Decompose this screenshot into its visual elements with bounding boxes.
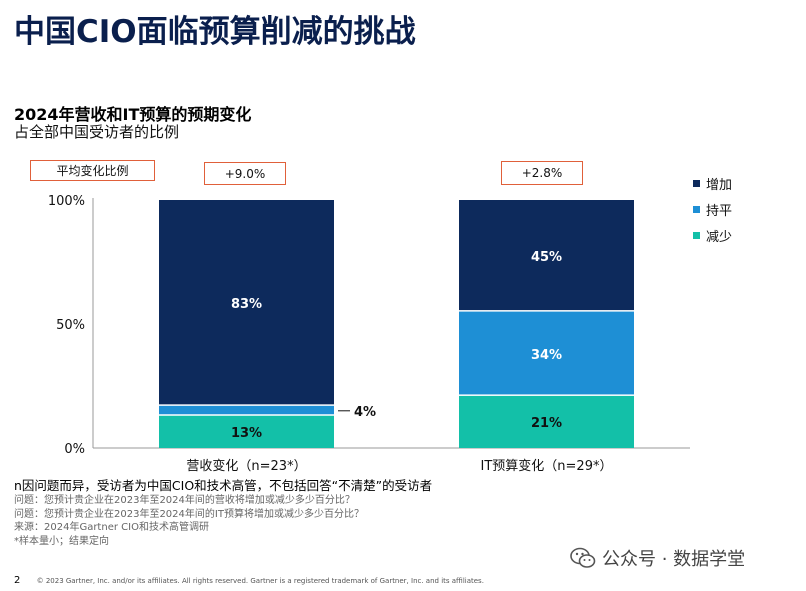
- data-label: 34%: [531, 348, 562, 363]
- bar-segment-flat: [159, 405, 334, 415]
- x-category-label: IT预算变化（n=29*）: [481, 458, 613, 474]
- data-label: 45%: [531, 250, 562, 265]
- bar-segment-increase: [159, 200, 334, 405]
- footnote-question-it: 问题：您预计贵企业在2023年至2024年间的IT预算将增加或减少多少百分比？: [14, 508, 364, 520]
- data-label: 83%: [231, 297, 262, 312]
- avg-value-revenue: +9.0%: [204, 162, 286, 185]
- footnote-source: 来源：2024年Gartner CIO和技术高管调研: [14, 522, 209, 533]
- legend-label-increase: 增加: [706, 177, 733, 193]
- chart-subtitle: 2024年营收和IT预算的预期变化: [14, 105, 252, 124]
- legend-item-decrease: 减少: [693, 222, 732, 248]
- y-tick-label: 0%: [64, 442, 85, 457]
- legend-item-flat: 持平: [693, 196, 732, 222]
- chart-subtitle-2: 占全部中国受访者的比例: [14, 123, 180, 141]
- data-label: 4%: [354, 405, 376, 420]
- legend-swatch-flat: [693, 205, 700, 213]
- avg-value-it-budget: +2.8%: [501, 161, 583, 185]
- footnote-sample-size: *样本量小；结果定向: [14, 535, 109, 547]
- bar-segment-decrease: [159, 415, 334, 448]
- page-title: 中国CIO面临预算削减的挑战: [14, 14, 416, 50]
- chart-legend: 增加 持平 减少: [693, 170, 732, 248]
- wechat-icon: [570, 547, 596, 568]
- bar-segment-increase: [459, 200, 634, 311]
- watermark: 公众号 · 数据学堂: [570, 545, 745, 571]
- legend-item-increase: 增加: [693, 170, 732, 196]
- footnote-main: n因问题而异，受访者为中国CIO和技术高管，不包括回答“不清楚”的受访者: [14, 478, 433, 493]
- bar-segment-decrease: [459, 395, 634, 448]
- copyright: © 2023 Gartner, Inc. and/or its affiliat…: [36, 577, 484, 585]
- page-number: 2: [14, 575, 21, 586]
- watermark-text: 公众号 · 数据学堂: [602, 549, 746, 570]
- footnote-question-revenue: 问题：您预计贵企业在2023年至2024年间的营收将增加或减少多少百分比？: [14, 495, 355, 506]
- legend-label-decrease: 减少: [706, 229, 733, 245]
- data-label: 21%: [531, 416, 562, 431]
- x-category-label: 营收变化（n=23*）: [186, 458, 306, 474]
- data-label: 13%: [231, 426, 262, 441]
- avg-change-label: 平均变化比例: [30, 160, 155, 181]
- bar-segment-flat: [459, 311, 634, 395]
- y-tick-label: 100%: [48, 194, 85, 209]
- legend-swatch-decrease: [693, 231, 700, 239]
- y-tick-label: 50%: [56, 318, 85, 333]
- legend-swatch-increase: [693, 179, 700, 187]
- footer: 2 © 2023 Gartner, Inc. and/or its affili…: [14, 575, 484, 586]
- footnotes: n因问题而异，受访者为中国CIO和技术高管，不包括回答“不清楚”的受访者 问题：…: [14, 478, 432, 548]
- legend-label-flat: 持平: [706, 203, 733, 219]
